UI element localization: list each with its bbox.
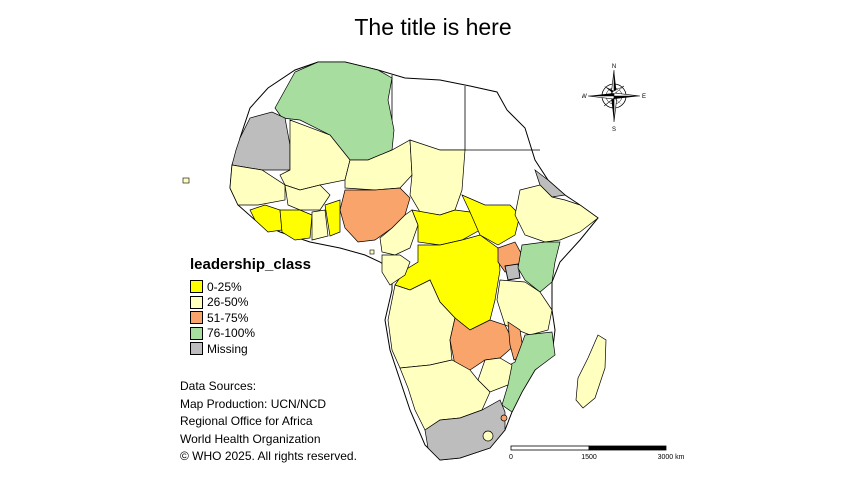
compass-w: W	[582, 94, 587, 100]
legend-item: 51-75%	[190, 310, 311, 326]
scale-label: 0	[509, 454, 513, 461]
legend-label: 26-50%	[207, 295, 249, 310]
country-gabon	[381, 254, 411, 286]
country-kenya	[517, 241, 561, 293]
legend-label: 51-75%	[207, 310, 249, 325]
legend-label: Missing	[207, 341, 248, 356]
country-angola	[387, 279, 456, 369]
legend-swatch	[190, 311, 203, 325]
scale-label: 3000 km	[658, 454, 685, 461]
country-lesotho	[482, 430, 494, 442]
legend-label: 0-25%	[207, 279, 242, 294]
country-ghana	[311, 209, 329, 241]
compass-icon: N S E W	[582, 64, 646, 133]
source-line: World Health Organization	[180, 431, 321, 446]
country-senegal	[229, 164, 286, 206]
source-line: Map Production: UCN/NCD	[180, 396, 327, 411]
country-eswatini	[500, 414, 508, 422]
country-madagascar	[575, 334, 607, 409]
compass-e: E	[642, 94, 646, 100]
source-line: © WHO 2025. All rights reserved.	[180, 449, 357, 463]
country-chad	[409, 139, 466, 216]
country-western-sahara	[231, 111, 291, 171]
country-eritrea	[534, 169, 566, 198]
country-south-sudan	[461, 194, 521, 246]
legend-swatch	[190, 295, 203, 309]
legend-item: 26-50%	[190, 295, 311, 311]
legend-title: leadership_class	[190, 256, 311, 273]
country-ethiopia	[514, 184, 599, 243]
legend: leadership_class 0-25% 26-50% 51-75% 76-…	[190, 256, 311, 357]
legend-swatch	[190, 342, 203, 356]
scale-bar: 0 1500 3000 km	[509, 445, 685, 461]
source-line: Regional Office for Africa	[180, 414, 313, 428]
data-sources: Data Sources: Map Production: UCN/NCD Re…	[180, 378, 357, 466]
country-car	[411, 209, 481, 246]
country-cote-divoire	[279, 209, 313, 241]
country-tanzania	[496, 279, 553, 336]
compass-n: N	[612, 64, 616, 70]
legend-item: 0-25%	[190, 279, 311, 295]
scale-label: 1500	[581, 454, 597, 461]
country-togo-benin	[324, 199, 341, 237]
legend-label: 76-100%	[207, 326, 256, 341]
legend-swatch	[190, 326, 203, 340]
legend-item: 76-100%	[190, 326, 311, 342]
compass-s: S	[612, 127, 616, 133]
country-burkina	[284, 184, 331, 211]
country-rwanda	[504, 263, 521, 281]
country-guinea	[249, 204, 283, 233]
island-sao-tome	[369, 249, 375, 255]
legend-item: Missing	[190, 341, 311, 357]
island-cape-verde	[182, 177, 190, 184]
source-line: Data Sources:	[180, 379, 257, 393]
country-algeria	[274, 61, 395, 161]
map-title: The title is here	[354, 14, 512, 40]
legend-swatch	[190, 280, 203, 294]
country-cameroon	[379, 209, 419, 256]
country-niger	[344, 139, 413, 191]
